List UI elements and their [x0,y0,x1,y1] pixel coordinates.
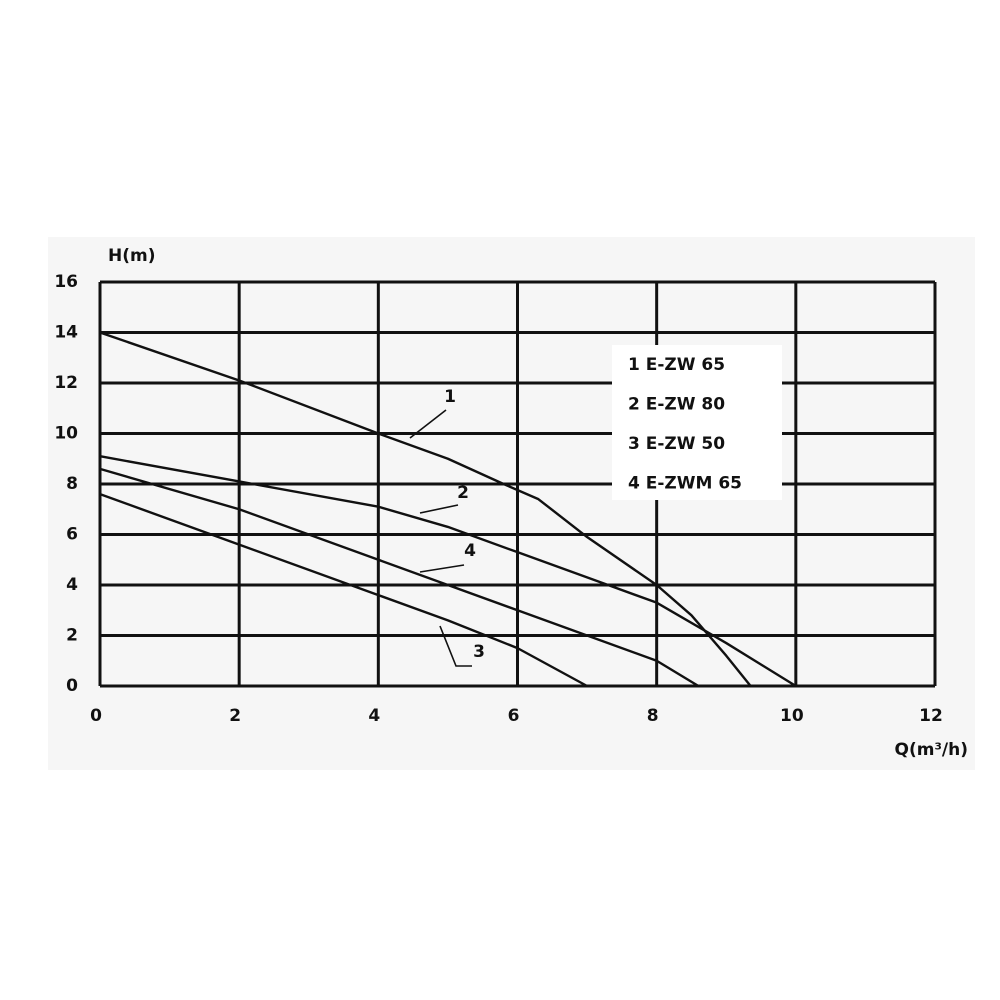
curve [99,455,797,688]
y-tick-label: 10 [54,424,78,444]
y-tick-label: 6 [66,525,78,545]
curve-label: 2 [457,483,469,503]
y-tick-label: 12 [54,373,78,393]
curve-label: 4 [464,541,476,561]
legend-entry: 3 E-ZW 50 [628,434,725,454]
x-tick-label: 0 [90,706,102,726]
leader-line [439,625,472,667]
y-tick-label: 4 [66,575,78,595]
y-tick-label: 8 [66,474,78,494]
x-tick-label: 2 [229,706,241,726]
y-tick-label: 0 [66,676,78,696]
y-tick-label: 16 [54,272,78,292]
x-tick-label: 10 [780,706,804,726]
leader-line [409,409,447,439]
curve-label: 3 [473,642,485,662]
x-axis-label: Q(m³/h) [895,740,968,760]
x-tick-label: 8 [647,706,659,726]
x-tick-label: 4 [368,706,380,726]
y-tick-label: 14 [54,323,78,343]
leader-line [419,564,465,573]
x-tick-label: 12 [919,706,943,726]
leader-line [419,504,459,514]
legend-entry: 1 E-ZW 65 [628,355,725,375]
y-tick-label: 2 [66,626,78,646]
legend-background [612,345,782,500]
curve-label: 1 [444,387,456,407]
y-axis-label: H(m) [108,246,155,266]
chart-background [48,237,975,770]
x-tick-label: 6 [508,706,520,726]
curve [99,467,700,688]
legend-entry: 4 E-ZWM 65 [628,474,742,494]
legend-entry: 2 E-ZW 80 [628,395,725,415]
curve [99,492,588,688]
